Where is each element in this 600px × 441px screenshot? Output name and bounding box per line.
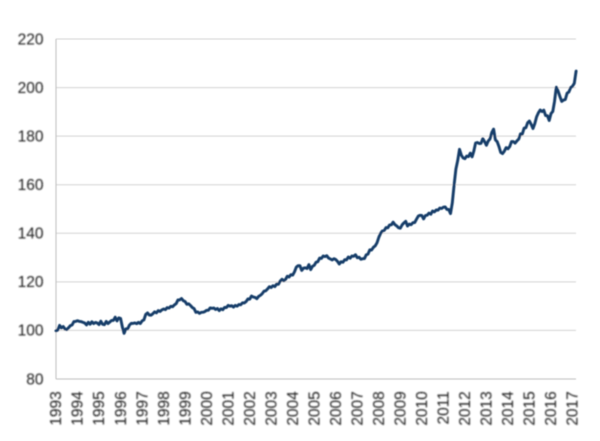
svg-text:1995: 1995	[91, 391, 108, 425]
svg-text:2012: 2012	[457, 391, 474, 425]
svg-text:2000: 2000	[199, 391, 216, 426]
svg-text:1999: 1999	[177, 391, 194, 425]
svg-text:2003: 2003	[263, 391, 280, 425]
svg-text:2013: 2013	[479, 391, 496, 425]
svg-text:2014: 2014	[500, 391, 517, 426]
svg-text:180: 180	[18, 128, 44, 145]
svg-text:2004: 2004	[285, 391, 302, 426]
svg-text:2009: 2009	[393, 391, 410, 425]
svg-text:2006: 2006	[328, 391, 345, 425]
svg-text:1993: 1993	[48, 391, 65, 425]
svg-text:100: 100	[18, 323, 44, 340]
svg-text:1997: 1997	[134, 391, 151, 425]
svg-text:2016: 2016	[543, 391, 560, 425]
svg-text:2015: 2015	[522, 391, 539, 425]
svg-text:2007: 2007	[350, 391, 367, 425]
svg-text:2017: 2017	[565, 391, 582, 425]
svg-text:2002: 2002	[242, 391, 259, 425]
svg-text:220: 220	[18, 31, 44, 48]
svg-text:160: 160	[18, 177, 44, 194]
svg-text:200: 200	[18, 80, 44, 97]
svg-text:1998: 1998	[156, 391, 173, 425]
svg-text:120: 120	[18, 274, 44, 291]
svg-text:80: 80	[26, 371, 44, 388]
svg-text:1996: 1996	[113, 391, 130, 425]
svg-text:2011: 2011	[436, 391, 453, 424]
svg-text:2001: 2001	[220, 391, 237, 425]
svg-text:2008: 2008	[371, 391, 388, 425]
svg-text:1994: 1994	[70, 391, 87, 426]
svg-text:140: 140	[18, 226, 44, 243]
svg-text:2010: 2010	[414, 391, 431, 426]
svg-text:2005: 2005	[306, 391, 323, 425]
